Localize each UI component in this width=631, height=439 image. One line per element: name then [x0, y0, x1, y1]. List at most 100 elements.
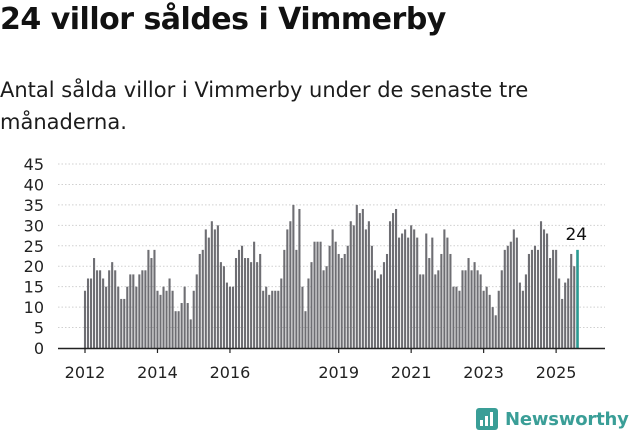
- bar: [222, 266, 225, 348]
- bar: [349, 221, 352, 348]
- bar: [379, 274, 383, 348]
- bar: [174, 311, 177, 348]
- y-tick-label: 45: [24, 155, 44, 174]
- page-subtitle: Antal sålda villor i Vimmerby under de s…: [0, 78, 529, 134]
- y-tick-label: 30: [24, 216, 44, 235]
- bar: [346, 245, 349, 348]
- bar: [231, 286, 235, 348]
- bar: [334, 241, 337, 348]
- bar: [117, 286, 120, 348]
- bar: [195, 274, 198, 348]
- bar: [473, 262, 476, 348]
- bar: [337, 253, 340, 348]
- bar: [328, 245, 331, 348]
- bar: [304, 311, 307, 348]
- bar: [385, 253, 389, 348]
- bar: [391, 213, 395, 348]
- bar: [168, 278, 171, 348]
- bar: [135, 286, 138, 348]
- bar: [552, 249, 555, 348]
- bar: [207, 237, 210, 348]
- bar: [165, 290, 168, 348]
- bar: [413, 229, 416, 348]
- bar: [289, 221, 292, 348]
- x-tick-label: 2014: [137, 363, 178, 382]
- bar: [111, 262, 114, 348]
- bar: [234, 258, 238, 348]
- highlight-value-label: 24: [565, 225, 587, 245]
- x-tick-label: 2025: [536, 363, 577, 382]
- bar: [262, 290, 265, 348]
- x-tick-label: 2021: [391, 363, 432, 382]
- bar: [561, 298, 564, 348]
- bar: [419, 274, 422, 348]
- bar: [331, 229, 334, 348]
- bar: [570, 253, 573, 348]
- bar: [186, 303, 189, 348]
- bar: [521, 290, 524, 348]
- bar: [93, 258, 96, 348]
- bar: [564, 282, 567, 348]
- bar: [491, 307, 494, 348]
- page-title: 24 villor såldes i Vimmerby: [0, 2, 446, 37]
- bar: [253, 241, 256, 348]
- bar: [404, 229, 407, 348]
- bar: [198, 253, 201, 348]
- bar: [144, 270, 147, 348]
- bar: [301, 286, 304, 348]
- bar: [364, 229, 367, 348]
- bar: [201, 249, 204, 348]
- bar: [123, 298, 126, 348]
- bar: [283, 249, 286, 348]
- bar: [382, 262, 386, 348]
- bar: [108, 270, 111, 348]
- bar: [416, 237, 419, 348]
- bar: [129, 274, 132, 348]
- bar: [171, 290, 174, 348]
- y-tick-label: 0: [34, 339, 44, 358]
- bar: [549, 258, 552, 348]
- bar: [147, 249, 150, 348]
- bar: [126, 286, 129, 348]
- bar: [99, 270, 102, 348]
- newsworthy-bar-chart-icon: [476, 408, 498, 430]
- bar: [518, 282, 521, 348]
- y-tick-label: 20: [24, 257, 44, 276]
- x-tick-label: 2016: [210, 363, 251, 382]
- bar: [180, 303, 183, 348]
- bar: [546, 233, 549, 348]
- bar: [307, 278, 310, 348]
- bar: [156, 290, 159, 348]
- bar: [512, 229, 515, 348]
- bar: [542, 229, 546, 348]
- bar: [83, 290, 87, 348]
- y-tick-label: 10: [24, 298, 44, 317]
- bar: [398, 237, 401, 348]
- bar: [361, 208, 364, 348]
- bar: [153, 249, 156, 348]
- bar: [280, 278, 283, 348]
- bar: [558, 278, 561, 348]
- bar: [310, 262, 313, 348]
- bar: [189, 319, 192, 348]
- bar: [401, 233, 404, 348]
- bar: [265, 286, 268, 348]
- bar: [120, 298, 123, 348]
- bar: [440, 253, 443, 348]
- bar: [467, 258, 470, 348]
- bar: [256, 262, 259, 348]
- bar: [485, 286, 488, 348]
- bar: [503, 249, 506, 348]
- x-tick-label: 2012: [65, 363, 106, 382]
- bar: [500, 270, 503, 348]
- bar: [132, 274, 135, 348]
- bar: [476, 270, 479, 348]
- bar: [141, 270, 144, 348]
- bar: [313, 241, 316, 348]
- bar: [286, 229, 289, 348]
- bar: [355, 204, 358, 348]
- bar: [89, 278, 93, 348]
- bar: [494, 315, 497, 348]
- bar: [461, 270, 464, 348]
